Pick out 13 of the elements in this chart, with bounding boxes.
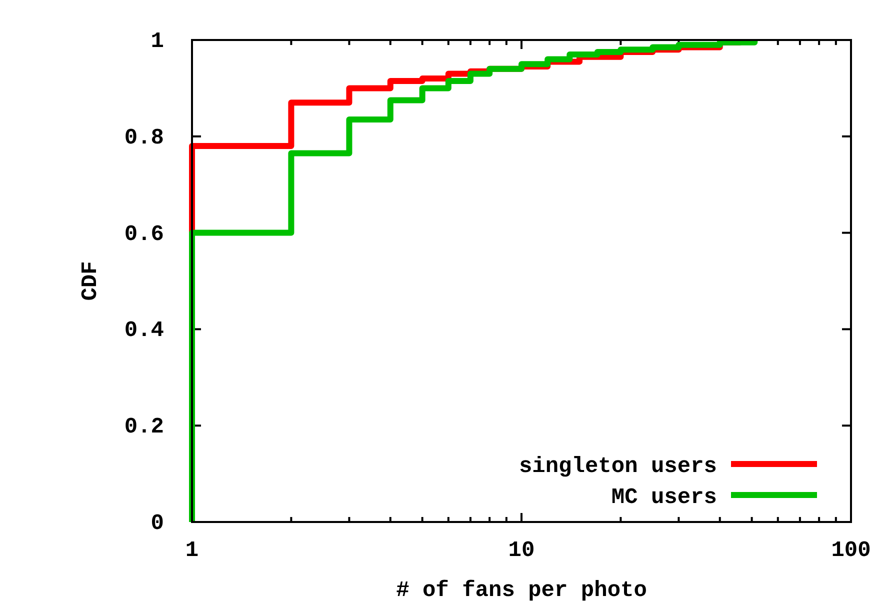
x-tick-label: 100 bbox=[831, 538, 871, 563]
legend-label: MC users bbox=[611, 485, 717, 510]
x-tick-label: 10 bbox=[508, 538, 535, 563]
y-tick-label: 0.6 bbox=[124, 222, 164, 247]
x-axis-title: # of fans per photo bbox=[396, 578, 647, 603]
y-tick-label: 0.4 bbox=[124, 318, 164, 344]
y-tick-label: 0.8 bbox=[124, 125, 164, 150]
x-tick-label: 1 bbox=[185, 538, 199, 563]
y-tick-label: 0.2 bbox=[124, 414, 164, 440]
legend-label: singleton users bbox=[518, 454, 717, 479]
y-tick-label: 0 bbox=[150, 511, 164, 536]
y-axis-title: CDF bbox=[78, 261, 103, 301]
y-tick-label: 1 bbox=[150, 29, 164, 54]
